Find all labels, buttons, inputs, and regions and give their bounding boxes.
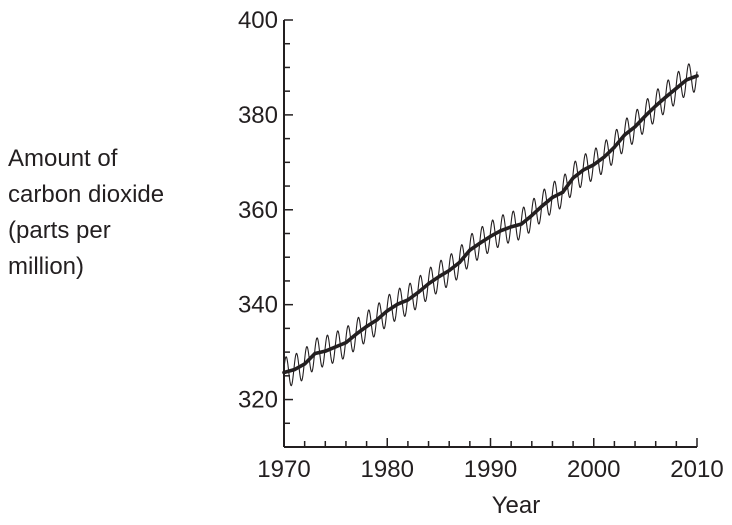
y-tick-label: 320	[238, 387, 278, 414]
data-point	[561, 190, 565, 194]
data-point	[643, 114, 647, 118]
data-point	[571, 176, 575, 180]
data-point	[540, 204, 544, 208]
y-tick-label: 340	[238, 292, 278, 319]
data-point	[282, 370, 286, 375]
data-point	[519, 222, 524, 226]
data-point	[592, 163, 596, 167]
data-point	[695, 74, 699, 78]
data-point	[488, 234, 493, 238]
y-axis-label-line-4: million)	[8, 253, 85, 280]
data-point	[550, 195, 555, 200]
data-point	[354, 332, 358, 336]
data-point	[457, 260, 462, 265]
data-point	[303, 362, 307, 366]
data-layer	[282, 63, 699, 387]
data-point	[478, 241, 482, 245]
x-tick-label: 2000	[567, 456, 620, 483]
data-point	[385, 309, 389, 313]
data-point	[581, 168, 586, 172]
ticks: 320 340 360 380 400 1970 1980 1990 2000 2010	[238, 7, 724, 483]
data-point	[499, 229, 503, 233]
data-point	[674, 86, 678, 90]
data-point	[313, 351, 317, 356]
y-tick-label: 400	[238, 7, 278, 34]
x-tick-label: 2010	[670, 456, 723, 483]
y-tick-label: 380	[238, 102, 278, 129]
data-point	[602, 155, 606, 159]
data-point	[437, 275, 441, 279]
data-point	[447, 268, 451, 273]
data-point	[292, 368, 296, 372]
data-point	[623, 133, 627, 137]
x-axis-label: Year	[492, 492, 541, 519]
data-point	[685, 78, 689, 82]
data-point	[323, 349, 327, 353]
data-point	[509, 225, 513, 229]
x-tick-label: 1990	[464, 456, 517, 483]
y-axis-label-line-3: (parts per	[8, 217, 111, 244]
data-point	[365, 324, 369, 329]
data-point	[406, 298, 410, 302]
data-point	[530, 213, 534, 218]
y-axis-label-line-2: carbon dioxide	[8, 181, 165, 208]
data-point	[468, 248, 472, 252]
data-point	[375, 318, 379, 322]
data-point	[633, 125, 637, 129]
data-point	[344, 341, 348, 345]
data-point	[664, 95, 668, 99]
x-tick-label: 1980	[361, 456, 414, 483]
data-point	[334, 345, 338, 349]
data-point	[416, 290, 420, 294]
data-point	[612, 145, 617, 149]
seasonal-cycle-line	[283, 63, 698, 387]
x-tick-label: 1970	[257, 456, 310, 483]
y-axis-label-line-1: Amount of	[8, 145, 118, 172]
data-point	[395, 302, 400, 306]
y-tick-label: 360	[238, 197, 278, 224]
data-point	[654, 104, 658, 108]
data-point	[426, 282, 431, 286]
